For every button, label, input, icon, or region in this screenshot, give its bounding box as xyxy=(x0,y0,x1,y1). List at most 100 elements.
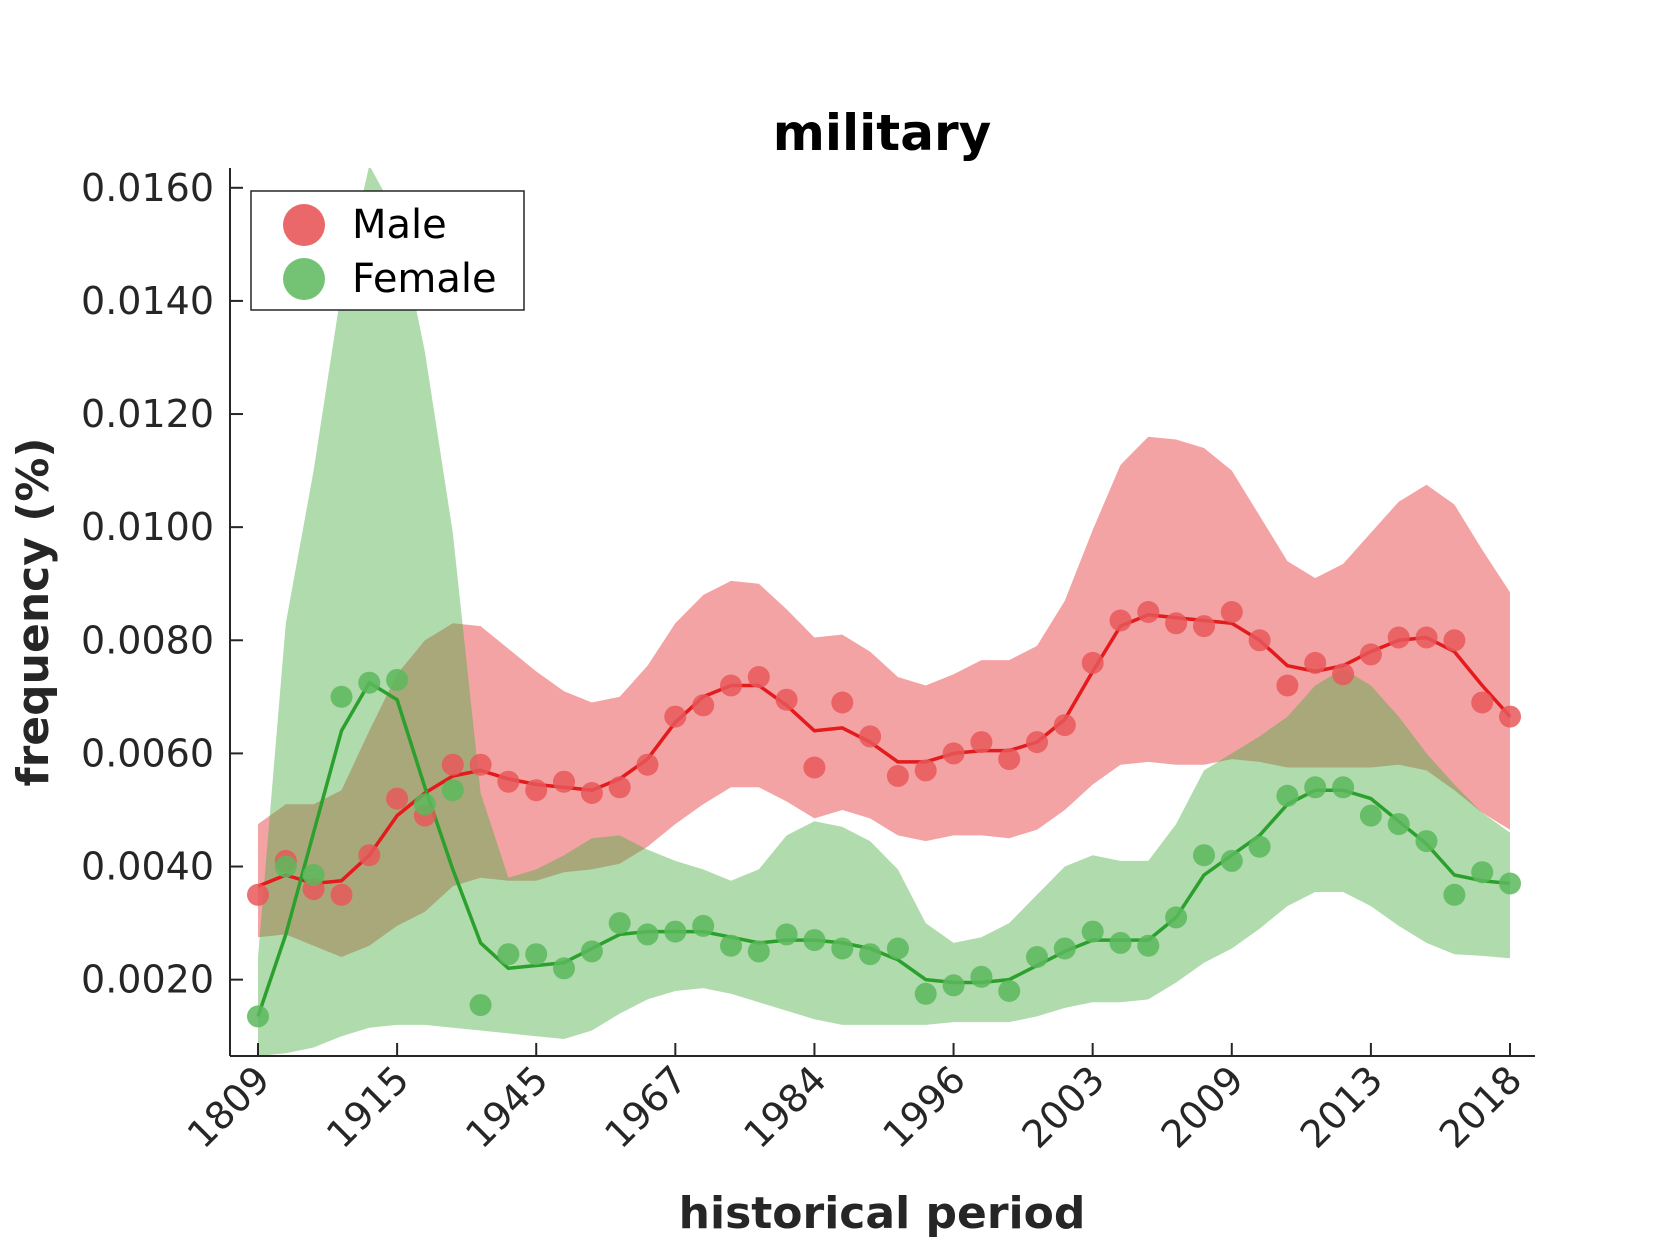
female-data-point xyxy=(803,929,826,952)
female-data-point xyxy=(664,920,687,943)
male-data-point xyxy=(1276,674,1299,697)
male-data-point xyxy=(441,753,464,776)
male-data-point xyxy=(1081,651,1104,674)
female-data-point xyxy=(386,668,409,691)
y-tick-label: 0.0020 xyxy=(81,958,214,1002)
male-data-point xyxy=(525,779,548,802)
x-tick-label: 2018 xyxy=(1431,1057,1531,1157)
female-data-point xyxy=(1137,934,1160,957)
male-data-point xyxy=(1332,663,1355,686)
male-data-point xyxy=(886,765,909,787)
male-data-point xyxy=(580,782,603,804)
x-tick-label: 2009 xyxy=(1153,1057,1253,1157)
female-data-point xyxy=(1415,830,1438,853)
male-data-point xyxy=(747,666,770,688)
male-data-point xyxy=(1026,731,1048,754)
male-confidence-band xyxy=(258,436,1510,957)
male-data-point xyxy=(998,748,1021,771)
male-data-point xyxy=(1443,629,1466,652)
female-data-point xyxy=(274,855,297,878)
female-data-point xyxy=(1109,931,1132,954)
legend: Male Female xyxy=(250,190,525,311)
male-data-point xyxy=(692,694,715,717)
female-data-point xyxy=(608,912,631,935)
male-data-point xyxy=(1471,691,1494,714)
female-data-point xyxy=(914,982,937,1005)
female-data-point xyxy=(1081,920,1104,943)
male-data-point xyxy=(330,883,353,906)
female-data-point xyxy=(497,943,520,966)
female-data-point xyxy=(1304,776,1327,799)
female-data-point xyxy=(1165,906,1188,929)
male-data-point xyxy=(1304,651,1327,674)
female-data-point xyxy=(247,1005,269,1028)
x-tick-label: 2013 xyxy=(1292,1057,1392,1157)
male-data-point xyxy=(247,883,269,906)
male-data-point xyxy=(831,691,854,714)
female-data-point xyxy=(525,943,548,966)
male-data-point xyxy=(1499,705,1521,728)
confidence-bands xyxy=(258,168,1510,1056)
trend-lines xyxy=(256,613,1512,1017)
female-data-point xyxy=(580,940,603,963)
male-data-point xyxy=(942,742,965,765)
male-data-point xyxy=(1165,612,1188,635)
male-data-point xyxy=(859,725,882,748)
y-tick-label: 0.0100 xyxy=(81,505,214,549)
female-data-point xyxy=(692,914,715,937)
female-data-point xyxy=(886,937,909,960)
male-trend-line xyxy=(257,613,1512,888)
male-data-point xyxy=(608,776,631,799)
y-axis-title: frequency (%) xyxy=(8,437,59,786)
x-tick-label: 1984 xyxy=(735,1057,835,1157)
male-data-point xyxy=(636,753,659,776)
female-data-point xyxy=(1193,844,1215,867)
female-data-point xyxy=(970,965,993,988)
male-data-point xyxy=(1193,615,1215,638)
y-tick-label: 0.0040 xyxy=(81,845,214,889)
y-tick-label: 0.0140 xyxy=(81,279,214,323)
female-data-point xyxy=(302,864,325,886)
male-data-point xyxy=(1387,626,1410,649)
male-data-point xyxy=(970,731,993,754)
female-data-point xyxy=(720,934,742,957)
male-data-point xyxy=(1359,643,1382,666)
y-tick-label: 0.0120 xyxy=(81,392,214,436)
x-tick-label: 1809 xyxy=(179,1057,279,1157)
female-data-point xyxy=(1332,776,1355,799)
x-axis-title: historical period xyxy=(679,1188,1086,1239)
female-data-point xyxy=(636,923,659,946)
female-data-point xyxy=(1499,872,1521,895)
male-data-point xyxy=(1248,629,1271,652)
male-data-point xyxy=(1053,714,1076,737)
female-data-point xyxy=(1276,784,1299,807)
female-data-point xyxy=(441,779,464,802)
x-tick-label: 1996 xyxy=(874,1057,974,1157)
male-data-point xyxy=(553,770,575,793)
female-data-point xyxy=(1471,861,1494,884)
male-data-point xyxy=(664,705,687,728)
female-data-point xyxy=(775,923,798,946)
x-tick-label: 1967 xyxy=(596,1057,696,1157)
male-data-point xyxy=(358,844,381,867)
female-data-point xyxy=(1387,813,1410,836)
female-data-point xyxy=(859,943,882,966)
y-tick-label: 0.0080 xyxy=(81,618,214,662)
female-data-point xyxy=(1248,835,1271,858)
axes xyxy=(229,168,1535,1057)
male-data-point xyxy=(469,753,492,776)
male-data-point xyxy=(720,674,742,697)
female-data-point xyxy=(1053,937,1076,960)
y-tick-label: 0.0060 xyxy=(81,731,214,775)
male-data-point xyxy=(1109,609,1132,632)
female-data-point xyxy=(1026,946,1048,968)
male-data-point xyxy=(803,756,826,779)
male-data-point xyxy=(386,787,409,810)
chart-title: military xyxy=(773,104,991,162)
female-trend-line xyxy=(256,680,1511,1017)
female-data-point xyxy=(998,980,1021,1002)
x-tick-label: 1945 xyxy=(457,1057,557,1157)
x-tick-label: 1915 xyxy=(318,1057,418,1157)
male-data-point xyxy=(775,688,798,711)
